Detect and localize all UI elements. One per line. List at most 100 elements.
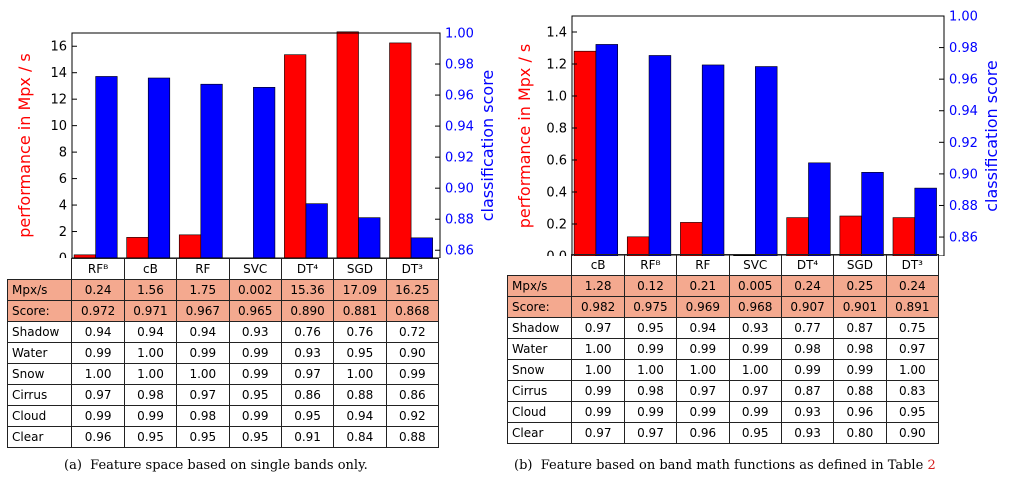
bar-score <box>253 87 276 258</box>
bar-score <box>648 55 672 256</box>
table-cell: 0.98 <box>623 380 678 402</box>
table-row: Cloud 0.99 0.99 0.98 0.99 0.95 0.94 0.92 <box>6 405 440 427</box>
row-label: Mpx/s <box>506 275 573 297</box>
bar-performance <box>126 237 149 258</box>
table-cell: 0.95 <box>228 384 282 406</box>
table-cell: 0.76 <box>280 321 335 343</box>
row-label: Clear <box>506 422 573 444</box>
table-row: Cloud 0.99 0.99 0.99 0.99 0.93 0.96 0.95 <box>506 401 940 423</box>
y-tick-label: 1.2 <box>546 58 567 73</box>
table-header-cell: DT⁴ <box>780 254 835 276</box>
table-cell: 0.97 <box>571 317 625 339</box>
table-cell: 0.24 <box>71 279 125 301</box>
table-cell: 0.901 <box>833 296 887 318</box>
table-cell: 0.95 <box>623 317 678 339</box>
table-header-cell: DT³ <box>885 254 940 276</box>
y-tick-label: 0 <box>59 252 67 259</box>
y2-tick-label: 0.96 <box>445 89 474 104</box>
table-cell: 0.76 <box>333 321 387 343</box>
table-cell: 0.92 <box>385 405 440 427</box>
table-cell: 0.96 <box>676 422 730 444</box>
table-cell: 1.00 <box>71 363 125 385</box>
table-cell: 0.86 <box>280 384 335 406</box>
bar-performance <box>178 234 202 258</box>
bar-performance <box>839 215 862 256</box>
table-cell: 16.25 <box>385 279 440 301</box>
y-tick-label: 0.8 <box>546 122 567 137</box>
table-header-cell: SGD <box>833 254 887 276</box>
table-cell: 0.98 <box>780 338 835 360</box>
row-label: Cloud <box>6 405 73 427</box>
table-cell: 0.002 <box>228 279 282 301</box>
table-cell: 0.90 <box>885 422 940 444</box>
table-cell: 0.94 <box>71 321 125 343</box>
table-cell: 0.99 <box>385 363 440 385</box>
table-cell: 0.99 <box>176 342 230 364</box>
table-cell: 1.56 <box>123 279 178 301</box>
table-cell: 0.005 <box>728 275 782 297</box>
table-cell: 1.00 <box>728 359 782 381</box>
table-header-cell: cB <box>123 258 178 280</box>
bar-performance <box>336 31 359 258</box>
table-cell: 0.77 <box>780 317 835 339</box>
table-cell: 0.95 <box>228 426 282 448</box>
y2-tick-label: 0.92 <box>949 136 978 151</box>
table-header-cell: RFᴮ <box>71 258 125 280</box>
table-cell: 0.99 <box>228 405 282 427</box>
table-cell: 0.93 <box>728 317 782 339</box>
bar-score <box>410 237 433 258</box>
table-cell: 0.91 <box>280 426 335 448</box>
y2-tick-label: 0.98 <box>949 41 978 56</box>
bar-score <box>701 64 725 256</box>
table-cell: 0.95 <box>885 401 940 423</box>
y-tick-label: 14 <box>50 66 67 81</box>
table-row: Water 0.99 1.00 0.99 0.99 0.93 0.95 0.90 <box>6 342 440 364</box>
bar-score <box>808 162 831 256</box>
table-header-row: cB RFᴮ RF SVC DT⁴ SGD DT³ <box>507 254 940 276</box>
table-cell: 0.971 <box>123 300 178 322</box>
table-cell: 0.87 <box>780 380 835 402</box>
table-cell: 1.75 <box>176 279 230 301</box>
table-cell: 0.881 <box>333 300 387 322</box>
bar-score <box>755 66 778 256</box>
table-cell: 0.99 <box>833 359 887 381</box>
y2-axis-label: classification score <box>982 60 1001 212</box>
y-tick-label: 6 <box>59 172 67 187</box>
table-cell: 0.95 <box>333 342 387 364</box>
table-cell: 0.93 <box>780 401 835 423</box>
row-label: Mpx/s <box>6 279 73 301</box>
table-cell: 0.80 <box>833 422 887 444</box>
table-row: Cirrus 0.99 0.98 0.97 0.97 0.87 0.88 0.83 <box>506 380 940 402</box>
row-label: Shadow <box>506 317 573 339</box>
table-reference-link[interactable]: 2 <box>927 458 936 473</box>
table-cell: 0.83 <box>885 380 940 402</box>
table-cell: 0.99 <box>676 401 730 423</box>
table-cell: 0.99 <box>728 401 782 423</box>
y2-tick-label: 1.00 <box>949 10 978 25</box>
y2-tick-label: 0.96 <box>949 73 978 88</box>
row-label: Cloud <box>506 401 573 423</box>
table-cell: 0.97 <box>676 380 730 402</box>
bar-performance <box>786 217 809 256</box>
bar-performance <box>573 50 597 256</box>
row-label: Snow <box>506 359 573 381</box>
table-cell: 0.87 <box>833 317 887 339</box>
plot-frame <box>571 15 945 256</box>
y2-tick-label: 0.90 <box>445 182 474 197</box>
table-header-row: RFᴮ cB RF SVC DT⁴ SGD DT³ <box>7 258 440 280</box>
table-cell: 0.97 <box>885 338 940 360</box>
table-cell: 15.36 <box>280 279 335 301</box>
table-row: Mpx/s 1.28 0.12 0.21 0.005 0.24 0.25 0.24 <box>506 275 940 297</box>
table-cell: 0.99 <box>71 342 125 364</box>
table-cell: 1.28 <box>571 275 625 297</box>
table-cell: 0.93 <box>228 321 282 343</box>
table-cell: 0.94 <box>176 321 230 343</box>
table-cell: 0.25 <box>833 275 887 297</box>
row-label: Cirrus <box>506 380 573 402</box>
chart-right: 0.0 0.2 0.4 0.6 0.8 1.0 1.2 1.4 0.86 0.88 0.90 0.92… <box>515 10 1001 256</box>
table-cell: 0.93 <box>780 422 835 444</box>
table-cell: 0.975 <box>623 296 678 318</box>
table-cell: 0.94 <box>676 317 730 339</box>
row-label: Shadow <box>6 321 73 343</box>
y2-tick-label: 0.90 <box>949 167 978 182</box>
